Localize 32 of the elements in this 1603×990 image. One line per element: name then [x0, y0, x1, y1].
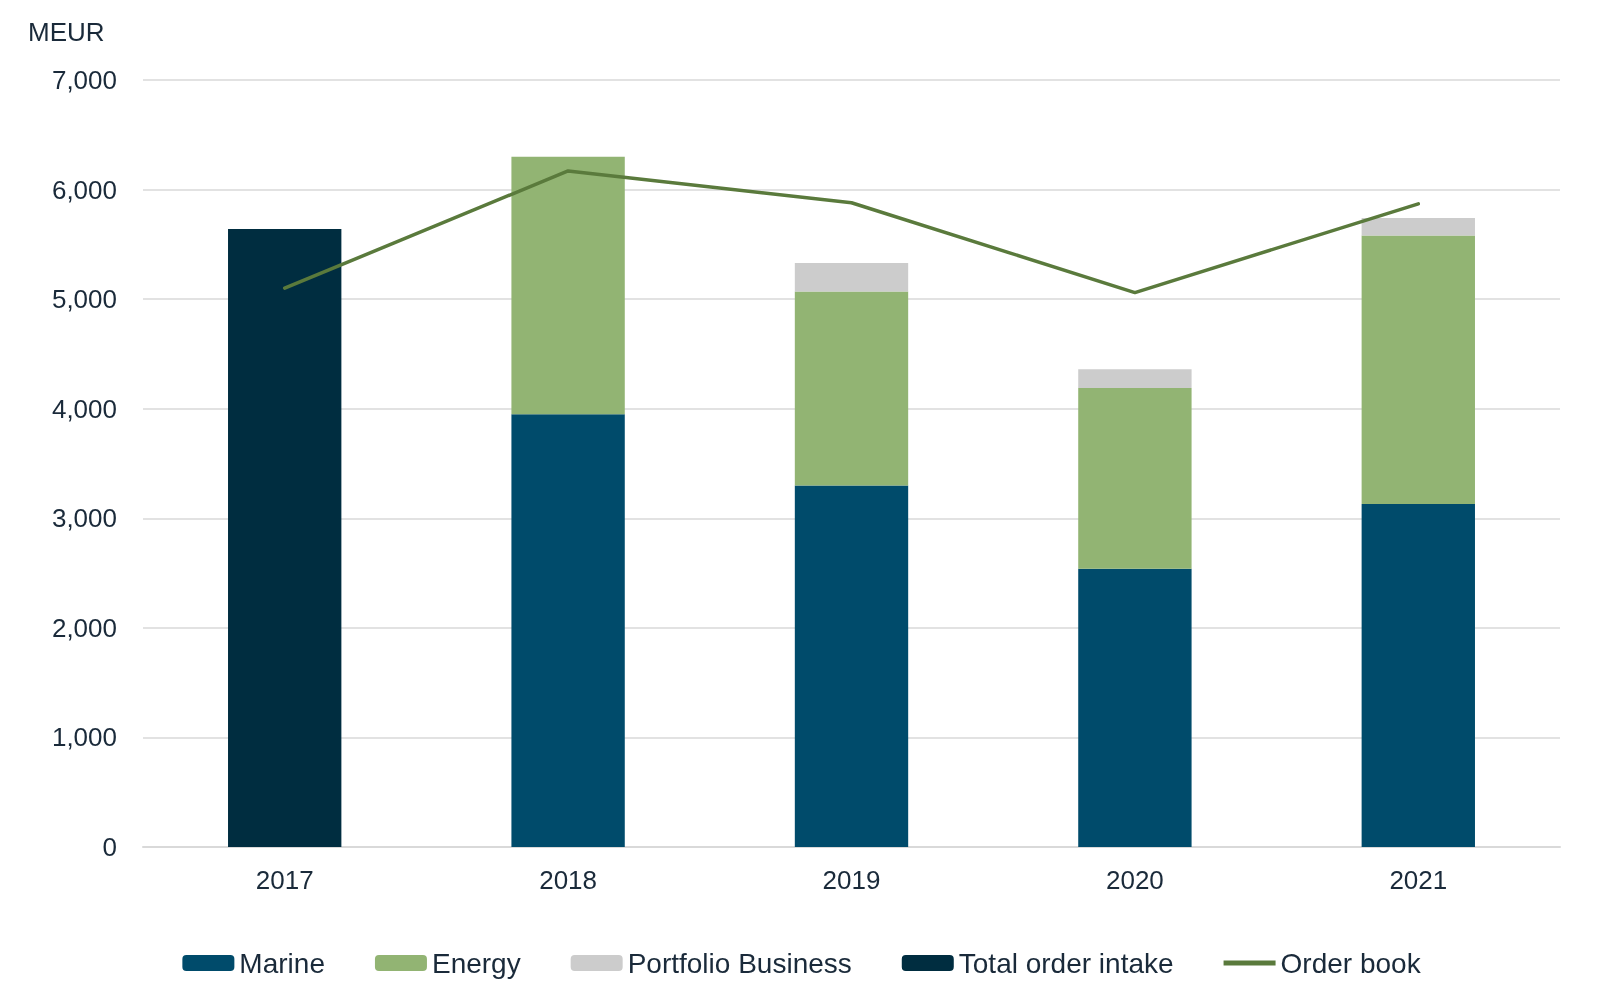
- bar: [511, 156, 625, 415]
- x-tick-label: 2018: [539, 865, 598, 895]
- bar: [794, 291, 909, 486]
- bar: [794, 485, 909, 847]
- x-tick-label: 2021: [1389, 865, 1448, 895]
- y-tick-label: 6,000: [51, 174, 117, 205]
- y-tick-label: 3,000: [51, 503, 117, 534]
- x-tick-label: 2020: [1105, 865, 1164, 895]
- bar: [794, 262, 909, 292]
- bar: [1078, 369, 1192, 388]
- y-tick-label: 0: [102, 832, 117, 862]
- legend-label: Order book: [1280, 947, 1422, 979]
- bar: [1361, 218, 1475, 236]
- bar: [511, 414, 625, 847]
- y-tick-label: 2,000: [51, 612, 117, 643]
- x-tick-label: 2017: [255, 865, 314, 895]
- y-tick-label: 7,000: [51, 65, 117, 95]
- bar: [1361, 504, 1475, 847]
- y-tick-label: 4,000: [51, 393, 117, 424]
- legend-label: Portfolio Business: [627, 947, 852, 979]
- legend-label: Marine: [239, 947, 325, 979]
- bar: [1361, 235, 1475, 505]
- y-tick-label: 1,000: [51, 722, 117, 753]
- legend-label: Total order intake: [958, 947, 1174, 979]
- legend-label: Energy: [431, 947, 521, 979]
- y-tick-label: 5,000: [51, 284, 117, 315]
- x-tick-label: 2019: [822, 865, 881, 895]
- bar: [1078, 387, 1192, 569]
- bar: [1078, 568, 1192, 847]
- bar: [228, 229, 342, 847]
- line-series: [282, 169, 1421, 295]
- y-axis-title: MEUR: [28, 17, 105, 47]
